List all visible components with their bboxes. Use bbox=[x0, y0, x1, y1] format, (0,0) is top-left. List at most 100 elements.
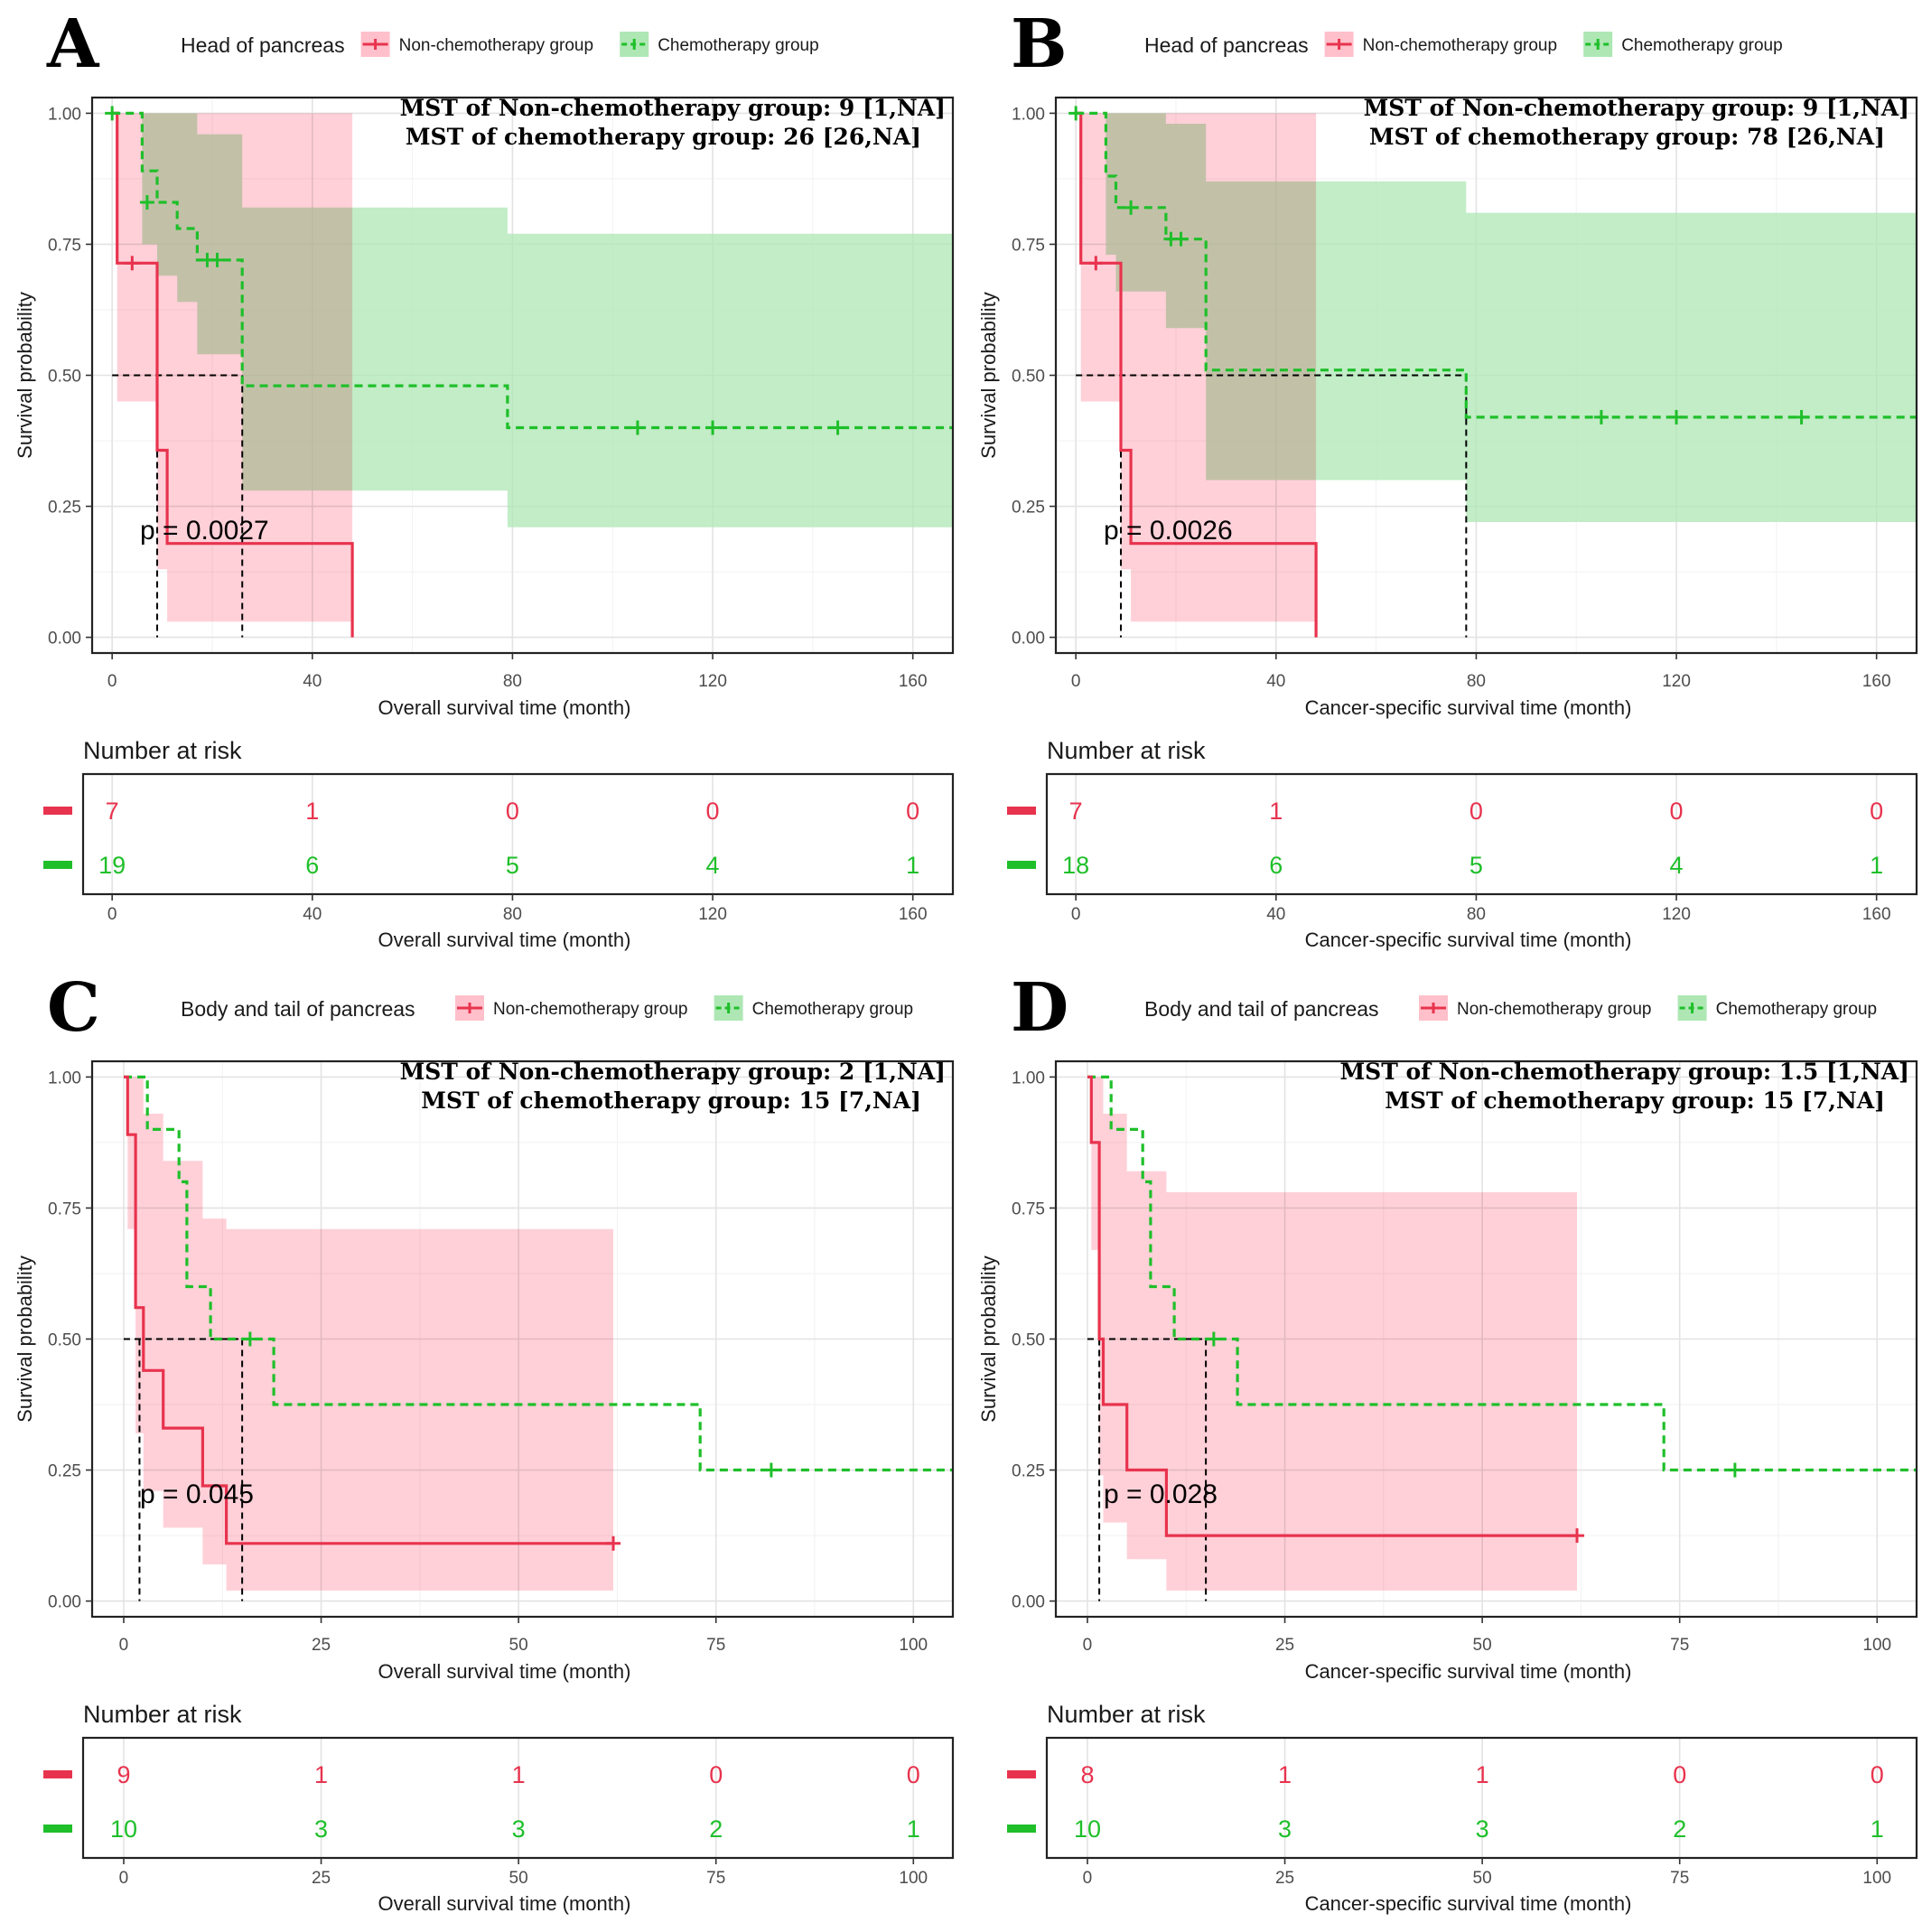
risk-count-chemo: 10 bbox=[1074, 1815, 1101, 1843]
censor-mark-chemo bbox=[105, 106, 120, 121]
legend-label-chemo: Chemotherapy group bbox=[1621, 36, 1783, 55]
risk-row-key-chemo bbox=[43, 861, 72, 869]
risk-row-key-chemo bbox=[1007, 1825, 1036, 1833]
risk-count-chemo: 5 bbox=[506, 852, 519, 879]
y-axis-label: Survival probability bbox=[14, 1255, 36, 1423]
y-tick-label: 1.00 bbox=[1012, 105, 1045, 124]
risk-x-tick-label: 75 bbox=[1670, 1869, 1689, 1888]
censor-mark-non-chemo bbox=[1570, 1528, 1585, 1544]
mst-chemo-annotation: MST of chemotherapy group: 78 [26,NA] bbox=[1369, 124, 1885, 150]
risk-count-non-chemo: 0 bbox=[907, 1761, 920, 1788]
risk-count-chemo: 1 bbox=[906, 852, 919, 879]
risk-x-tick-label: 0 bbox=[1071, 905, 1081, 924]
x-tick-label: 80 bbox=[1467, 672, 1486, 691]
panel-letter: D bbox=[1011, 969, 1068, 1047]
censor-mark-chemo bbox=[1206, 1331, 1221, 1347]
km-curve-non-chemo bbox=[124, 1075, 613, 1545]
risk-row-key-non-chemo bbox=[43, 1770, 72, 1778]
x-tick-label: 100 bbox=[899, 1636, 928, 1655]
risk-count-chemo: 5 bbox=[1469, 852, 1483, 879]
x-tick-label: 40 bbox=[303, 672, 322, 691]
risk-count-chemo: 4 bbox=[706, 852, 720, 879]
censor-mark-chemo bbox=[1727, 1462, 1742, 1478]
risk-count-chemo: 18 bbox=[1062, 852, 1089, 879]
risk-row-key-non-chemo bbox=[1007, 1770, 1036, 1778]
km-curve-chemo bbox=[1087, 1075, 1917, 1472]
x-axis-label: Overall survival time (month) bbox=[378, 696, 631, 719]
risk-count-non-chemo: 0 bbox=[709, 1761, 723, 1788]
median-lines bbox=[1087, 1338, 1208, 1601]
censor-mark-chemo bbox=[210, 252, 225, 267]
y-tick-label: 0.75 bbox=[1012, 236, 1045, 255]
y-tick-label: 0.25 bbox=[48, 1462, 81, 1481]
risk-table: Number at risk 7 19 0 1 6 40 0 5 80 0 4 120 0 1 160 Over… bbox=[43, 737, 955, 951]
risk-count-non-chemo: 1 bbox=[512, 1761, 526, 1788]
y-tick-label: 0.00 bbox=[48, 630, 81, 649]
risk-count-non-chemo: 0 bbox=[906, 798, 919, 825]
panel-d: D Body and tail of pancreas Non-chemothera… bbox=[977, 969, 1918, 1915]
y-tick-label: 1.00 bbox=[1012, 1069, 1045, 1087]
risk-count-non-chemo: 1 bbox=[1278, 1761, 1292, 1788]
y-tick-label: 0.00 bbox=[1012, 1593, 1045, 1612]
legend-label-chemo: Chemotherapy group bbox=[752, 1000, 914, 1019]
censor-mark-chemo bbox=[139, 195, 154, 210]
panel-letter: B bbox=[1011, 5, 1068, 83]
x-tick-label: 75 bbox=[1670, 1636, 1689, 1655]
x-tick-label: 0 bbox=[107, 672, 117, 691]
risk-count-chemo: 1 bbox=[907, 1815, 920, 1843]
risk-count-non-chemo: 0 bbox=[1870, 798, 1883, 825]
risk-table-frame bbox=[1045, 772, 1918, 896]
risk-count-chemo: 1 bbox=[1871, 1815, 1884, 1843]
censor-mark-non-chemo bbox=[1088, 256, 1104, 271]
risk-count-non-chemo: 1 bbox=[314, 1761, 328, 1788]
risk-x-tick-label: 80 bbox=[503, 905, 522, 924]
risk-x-tick-label: 50 bbox=[509, 1869, 528, 1888]
risk-row-key-chemo bbox=[43, 1825, 72, 1833]
median-lines bbox=[123, 1338, 244, 1601]
risk-count-chemo: 10 bbox=[110, 1815, 137, 1843]
mst-chemo-annotation: MST of chemotherapy group: 15 [7,NA] bbox=[421, 1087, 921, 1114]
x-tick-label: 40 bbox=[1266, 672, 1285, 691]
risk-x-tick-label: 75 bbox=[706, 1869, 725, 1888]
y-tick-label: 0.75 bbox=[48, 1199, 81, 1218]
risk-x-axis-label: Overall survival time (month) bbox=[378, 929, 631, 951]
censor-mark-chemo bbox=[1669, 409, 1684, 425]
risk-x-axis-label: Cancer-specific survival time (month) bbox=[1305, 1892, 1632, 1915]
ci-band-non-chemo bbox=[112, 113, 353, 622]
legend-label-chemo: Chemotherapy group bbox=[658, 36, 819, 55]
x-tick-label: 0 bbox=[119, 1636, 129, 1655]
km-curve-non-chemo bbox=[112, 111, 354, 638]
risk-count-chemo: 1 bbox=[1870, 852, 1883, 879]
risk-count-chemo: 3 bbox=[314, 1815, 328, 1843]
p-value: p = 0.0026 bbox=[1104, 516, 1233, 546]
legend-label-non-chemo: Non-chemotherapy group bbox=[1363, 36, 1557, 55]
y-tick-label: 0.25 bbox=[1012, 499, 1045, 518]
risk-count-chemo: 2 bbox=[1673, 1815, 1686, 1843]
risk-count-non-chemo: 0 bbox=[1670, 798, 1684, 825]
legend-label-non-chemo: Non-chemotherapy group bbox=[493, 1000, 687, 1019]
mst-non-chemo-annotation: MST of Non-chemotherapy group: 9 [1,NA] bbox=[1364, 95, 1909, 121]
x-tick-label: 0 bbox=[1071, 672, 1081, 691]
censor-mark-chemo bbox=[1068, 106, 1084, 121]
censor-mark-chemo bbox=[1173, 231, 1189, 247]
risk-x-tick-label: 25 bbox=[1275, 1869, 1294, 1888]
risk-count-chemo: 6 bbox=[305, 852, 319, 879]
risk-x-tick-label: 50 bbox=[1473, 1869, 1492, 1888]
x-tick-label: 0 bbox=[1083, 1636, 1093, 1655]
censor-mark-chemo bbox=[242, 1331, 257, 1347]
risk-x-tick-label: 160 bbox=[1862, 905, 1891, 924]
risk-count-non-chemo: 1 bbox=[305, 798, 319, 825]
censor-mark-non-chemo bbox=[125, 256, 140, 271]
legend: Head of pancreas Non-chemotherapy group Ch… bbox=[181, 32, 819, 57]
risk-count-non-chemo: 0 bbox=[706, 798, 720, 825]
risk-count-non-chemo: 0 bbox=[1469, 798, 1483, 825]
risk-count-non-chemo: 0 bbox=[1673, 1761, 1686, 1788]
risk-x-tick-label: 160 bbox=[899, 905, 928, 924]
risk-count-non-chemo: 0 bbox=[506, 798, 519, 825]
risk-table-title: Number at risk bbox=[1047, 737, 1206, 764]
risk-table-frame bbox=[81, 772, 955, 896]
km-curve-chemo bbox=[124, 1075, 953, 1472]
mst-chemo-annotation: MST of chemotherapy group: 15 [7,NA] bbox=[1385, 1087, 1885, 1114]
km-curve-non-chemo bbox=[1087, 1075, 1577, 1537]
